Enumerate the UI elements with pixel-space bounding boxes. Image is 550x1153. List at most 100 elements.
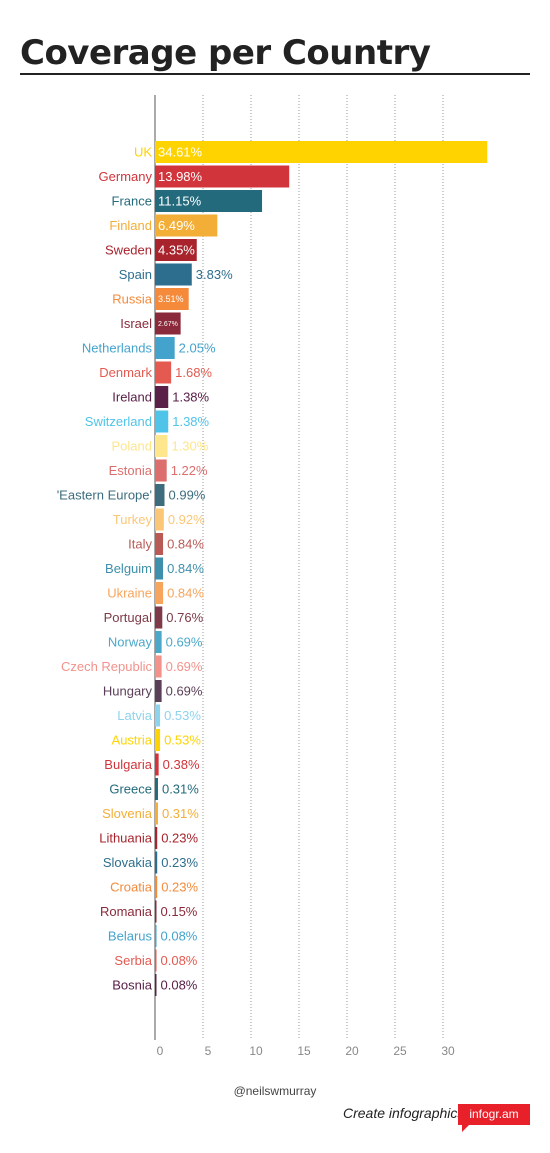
category-label: Bulgaria (104, 757, 152, 772)
bar (155, 263, 192, 286)
bar (155, 925, 157, 947)
x-tick-label: 10 (249, 1044, 263, 1058)
x-tick-label: 0 (157, 1044, 164, 1058)
bar (155, 851, 158, 874)
infogram-logo[interactable]: infogr.am (458, 1104, 530, 1125)
category-label: Austria (112, 733, 153, 748)
bar (155, 484, 165, 506)
value-label: 1.68% (175, 365, 212, 380)
value-label: 0.08% (161, 978, 198, 993)
value-label: 4.35% (158, 243, 195, 258)
category-label: UK (134, 145, 152, 160)
category-label: Germany (99, 169, 153, 184)
value-label: 0.69% (166, 659, 203, 674)
bar (155, 435, 168, 457)
bar (155, 729, 161, 751)
page-title: Coverage per Country (20, 33, 431, 73)
value-label: 3.51% (158, 294, 184, 304)
bar (155, 655, 162, 678)
value-label: 1.22% (171, 463, 208, 478)
value-label: 0.69% (166, 684, 203, 699)
bar (155, 288, 189, 310)
bar (155, 312, 181, 335)
bar (155, 631, 162, 653)
category-label: Netherlands (82, 341, 153, 356)
category-label: Croatia (110, 880, 153, 895)
bar (155, 190, 263, 212)
title-divider (20, 73, 530, 75)
value-label: 2.05% (179, 341, 216, 356)
x-tick-label: 5 (205, 1044, 212, 1058)
bar (155, 410, 169, 433)
category-label: France (112, 194, 152, 209)
value-label: 0.99% (169, 488, 206, 503)
category-label: Estonia (109, 463, 153, 478)
value-label: 0.31% (162, 782, 199, 797)
category-label: Latvia (117, 708, 152, 723)
bar (155, 141, 488, 163)
bar (155, 533, 164, 555)
category-label: Russia (112, 292, 153, 307)
bar (155, 802, 158, 825)
value-label: 11.15% (158, 194, 202, 209)
category-label: Serbia (114, 953, 152, 968)
value-label: 0.15% (161, 904, 198, 919)
value-label: 1.38% (172, 390, 209, 405)
bar (155, 459, 167, 482)
category-label: Belguim (105, 561, 152, 576)
bar (155, 900, 157, 923)
value-label: 2.67% (158, 321, 178, 328)
value-label: 1.30% (171, 439, 208, 454)
category-label: Bosnia (112, 978, 153, 993)
bar (155, 827, 158, 849)
bar (155, 239, 197, 261)
x-tick-label: 15 (297, 1044, 311, 1058)
bar (155, 582, 164, 604)
bar (155, 949, 157, 972)
category-label: Slovakia (103, 855, 153, 870)
category-label: Czech Republic (61, 659, 153, 674)
x-tick-label: 25 (393, 1044, 407, 1058)
value-label: 0.84% (167, 561, 204, 576)
category-label: Finland (109, 218, 152, 233)
value-label: 0.53% (164, 708, 201, 723)
category-label: Ireland (112, 390, 152, 405)
category-label: Portugal (104, 610, 153, 625)
bar (155, 704, 161, 727)
bar (155, 386, 169, 408)
create-infographics-link[interactable]: Create infographics (343, 1105, 465, 1121)
category-label: Denmark (99, 365, 152, 380)
value-label: 6.49% (158, 218, 195, 233)
bar (155, 974, 157, 996)
category-label: Spain (119, 267, 152, 282)
bar (155, 165, 290, 188)
category-label: Ukraine (107, 586, 152, 601)
category-label: Switzerland (85, 414, 152, 429)
category-label: Italy (128, 537, 152, 552)
value-label: 0.84% (167, 537, 204, 552)
value-label: 0.92% (168, 512, 205, 527)
bar (155, 557, 164, 580)
category-label: Sweden (105, 243, 152, 258)
value-label: 34.61% (158, 145, 203, 160)
value-label: 1.38% (172, 414, 209, 429)
category-label: Norway (108, 635, 153, 650)
value-label: 13.98% (158, 169, 203, 184)
category-label: Turkey (113, 512, 153, 527)
value-label: 0.76% (166, 610, 203, 625)
value-label: 0.08% (161, 929, 198, 944)
bar (155, 337, 175, 359)
value-label: 0.23% (161, 855, 198, 870)
x-tick-label: 30 (441, 1044, 455, 1058)
value-label: 0.23% (161, 880, 198, 895)
bar (155, 876, 158, 898)
value-label: 0.53% (164, 733, 201, 748)
category-label: 'Eastern Europe' (57, 488, 152, 503)
value-label: 0.69% (166, 635, 203, 650)
value-label: 3.83% (196, 267, 233, 282)
category-label: Slovenia (102, 806, 153, 821)
category-label: Poland (112, 439, 152, 454)
value-label: 0.38% (163, 757, 200, 772)
category-label: Belarus (108, 929, 153, 944)
bar (155, 508, 164, 531)
